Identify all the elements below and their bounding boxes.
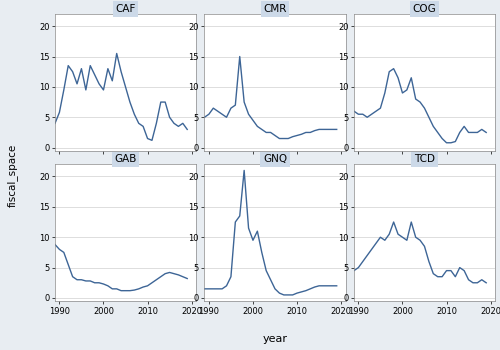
Text: year: year	[262, 335, 287, 344]
Title: GNQ: GNQ	[263, 154, 287, 164]
Title: CMR: CMR	[264, 4, 286, 14]
Title: CAF: CAF	[116, 4, 136, 14]
Title: GAB: GAB	[114, 154, 136, 164]
Title: COG: COG	[412, 4, 436, 14]
Text: fiscal_space: fiscal_space	[7, 144, 18, 206]
Title: TCD: TCD	[414, 154, 435, 164]
